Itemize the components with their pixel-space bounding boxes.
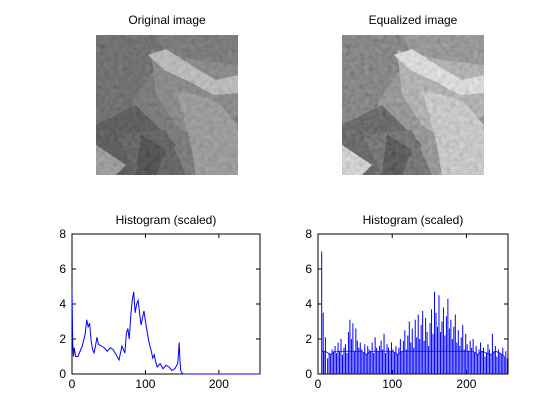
y-tick-label: 2 — [305, 332, 312, 346]
equalized-image-title: Equalized image — [368, 13, 458, 27]
x-tick-label: 200 — [456, 377, 476, 391]
y-tick-label: 6 — [59, 262, 66, 276]
equalized-image — [342, 35, 484, 175]
x-tick-label: 200 — [209, 377, 229, 391]
x-tick-label: 100 — [382, 377, 402, 391]
histogram-1-title: Histogram (scaled) — [115, 213, 217, 227]
x-tick-label: 0 — [69, 377, 76, 391]
y-tick-label: 8 — [305, 227, 312, 241]
histogram-1-axes: 0 100 200 0 2 4 6 8 — [59, 227, 261, 391]
histogram-baseline-trace — [321, 350, 505, 357]
y-tick-label: 6 — [305, 262, 312, 276]
histogram-2-axes: 0 100 200 0 2 4 6 8 — [305, 227, 509, 391]
y-tick-label: 4 — [59, 297, 66, 311]
original-image-title: Original image — [128, 13, 206, 27]
original-image — [96, 35, 238, 175]
y-tick-label: 0 — [305, 367, 312, 381]
x-tick-label: 0 — [315, 377, 322, 391]
y-tick-label: 4 — [305, 297, 312, 311]
plot-frame-1 — [71, 233, 261, 375]
y-tick-label: 8 — [59, 227, 66, 241]
y-tick-label: 0 — [59, 367, 66, 381]
histogram-line-series — [71, 289, 260, 375]
histogram-2-title: Histogram (scaled) — [362, 213, 464, 227]
x-tick-label: 100 — [135, 377, 155, 391]
y-tick-label: 2 — [59, 332, 66, 346]
